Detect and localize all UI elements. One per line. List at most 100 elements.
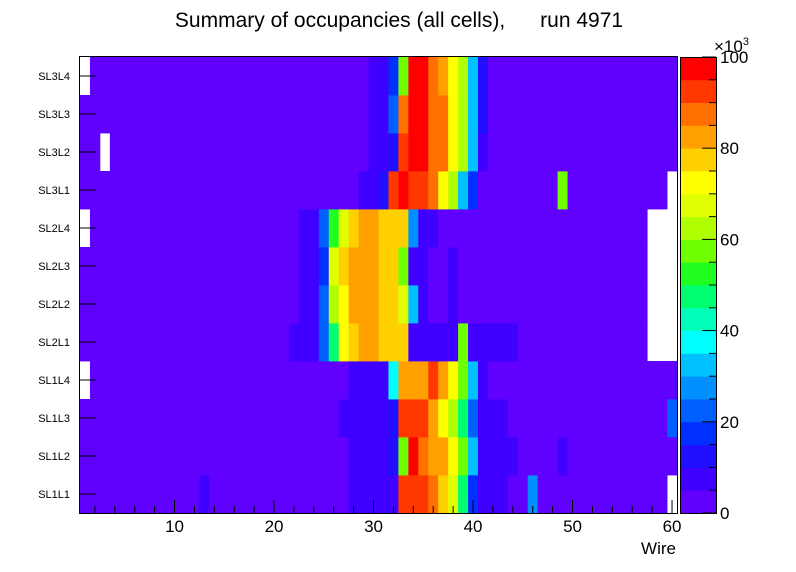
z-multiplier-exponent: 3 (743, 36, 749, 48)
y-tick-label: SL2L2 (38, 299, 70, 311)
heatmap-cell (408, 361, 429, 400)
heatmap-cell (428, 171, 439, 210)
heatmap-cell (348, 437, 389, 476)
palette-swatch (680, 148, 716, 172)
heatmap-cell (348, 285, 379, 324)
heatmap-cell (408, 209, 419, 248)
x-tick-label: 60 (663, 517, 682, 536)
palette-swatch (680, 353, 716, 377)
heatmap-cell (478, 171, 558, 210)
palette-swatch (680, 399, 716, 423)
heatmap-cell (557, 437, 568, 476)
heatmap-cell (487, 361, 678, 400)
heatmap-cell (487, 95, 678, 134)
palette-swatch (680, 421, 716, 445)
heatmap-cell (458, 57, 469, 96)
heatmap-cell (80, 285, 300, 324)
heatmap-cell (328, 247, 340, 286)
heatmap-cell (338, 399, 389, 438)
heatmap-cell (458, 323, 469, 362)
heatmap-cell (378, 209, 409, 248)
heatmap-cell (398, 57, 409, 96)
heatmap-cell (388, 133, 399, 172)
heatmap-cell (199, 475, 210, 514)
heatmap-cell (288, 323, 320, 362)
palette-swatch (680, 330, 716, 354)
heatmap-cell (418, 285, 429, 324)
z-multiplier-text: ×10 (714, 37, 743, 56)
heatmap-cell (109, 133, 369, 172)
heatmap-cell (408, 247, 419, 286)
heatmap-cell (418, 437, 429, 476)
heatmap-cell (209, 475, 350, 514)
heatmap-cell (448, 361, 459, 400)
heatmap-cell (89, 361, 350, 400)
palette-swatch (680, 125, 716, 149)
heatmap-cell (338, 209, 350, 248)
heatmap-cell (398, 437, 409, 476)
heatmap-cell (478, 399, 509, 438)
x-axis: 10 20 30 40 50 60 (94, 500, 682, 536)
palette-swatch (680, 57, 716, 81)
palette-swatch (680, 376, 716, 400)
heatmap-cell (468, 171, 479, 210)
x-tick-label: 30 (364, 517, 383, 536)
palette-swatch (680, 467, 716, 491)
heatmap-cell (448, 475, 459, 514)
heatmap-cell (458, 475, 469, 514)
heatmap-cell (458, 361, 469, 400)
chart-title: Summary of occupancies (all cells), run … (175, 9, 623, 32)
heatmap-cell (458, 437, 469, 476)
palette-swatch (680, 307, 716, 331)
palette-swatch (680, 262, 716, 286)
heatmap-cell (468, 95, 479, 134)
heatmap-cell (448, 285, 459, 324)
x-tick-label: 40 (464, 517, 483, 536)
heatmap-cell (527, 475, 539, 514)
heatmap-cell (487, 57, 678, 96)
heatmap-cell (468, 133, 479, 172)
heatmap-cell (478, 133, 489, 172)
heatmap-cell (458, 285, 648, 324)
heatmap-cell (368, 57, 389, 96)
heatmap-cell (378, 475, 399, 514)
heatmap-cell (398, 285, 409, 324)
heatmap-cell (80, 247, 300, 286)
heatmap-cell (398, 133, 409, 172)
heatmap-cell (398, 95, 409, 134)
y-tick-label: SL1L3 (38, 413, 70, 425)
heatmap-cell (80, 323, 290, 362)
heatmap-cell (318, 209, 330, 248)
heatmap-cell (438, 399, 449, 438)
heatmap-cell (348, 323, 359, 362)
heatmap-cell (557, 171, 568, 210)
heatmap-cell (507, 399, 668, 438)
heatmap-cell (80, 399, 340, 438)
palette-swatch (680, 216, 716, 240)
heatmap-cell (388, 437, 399, 476)
heatmap-cell (428, 437, 449, 476)
heatmap-cell (338, 285, 350, 324)
heatmap-cell (418, 323, 459, 362)
x-axis-label: Wire (641, 539, 676, 558)
heatmap-cell (428, 399, 439, 438)
z-tick-label: 80 (720, 139, 739, 158)
y-tick-label: SL3L1 (38, 185, 70, 197)
heatmap-cell (438, 475, 449, 514)
heatmap-cell (428, 57, 439, 96)
heatmap-cell (468, 437, 479, 476)
heatmap-cell (418, 247, 429, 286)
heatmap-cell (458, 247, 648, 286)
heatmap-cell (418, 171, 429, 210)
x-tick-label: 50 (563, 517, 582, 536)
y-tick-label: SL3L2 (38, 147, 70, 159)
heatmap-cell (378, 247, 399, 286)
heatmap-cell (348, 361, 389, 400)
heatmap-cell (408, 285, 419, 324)
heatmap-cell (448, 133, 459, 172)
heatmap-cell (338, 247, 350, 286)
heatmap-cell (667, 399, 678, 438)
heatmap-cell (398, 361, 409, 400)
y-tick-label: SL1L1 (38, 489, 70, 501)
heatmap-cell (448, 247, 459, 286)
